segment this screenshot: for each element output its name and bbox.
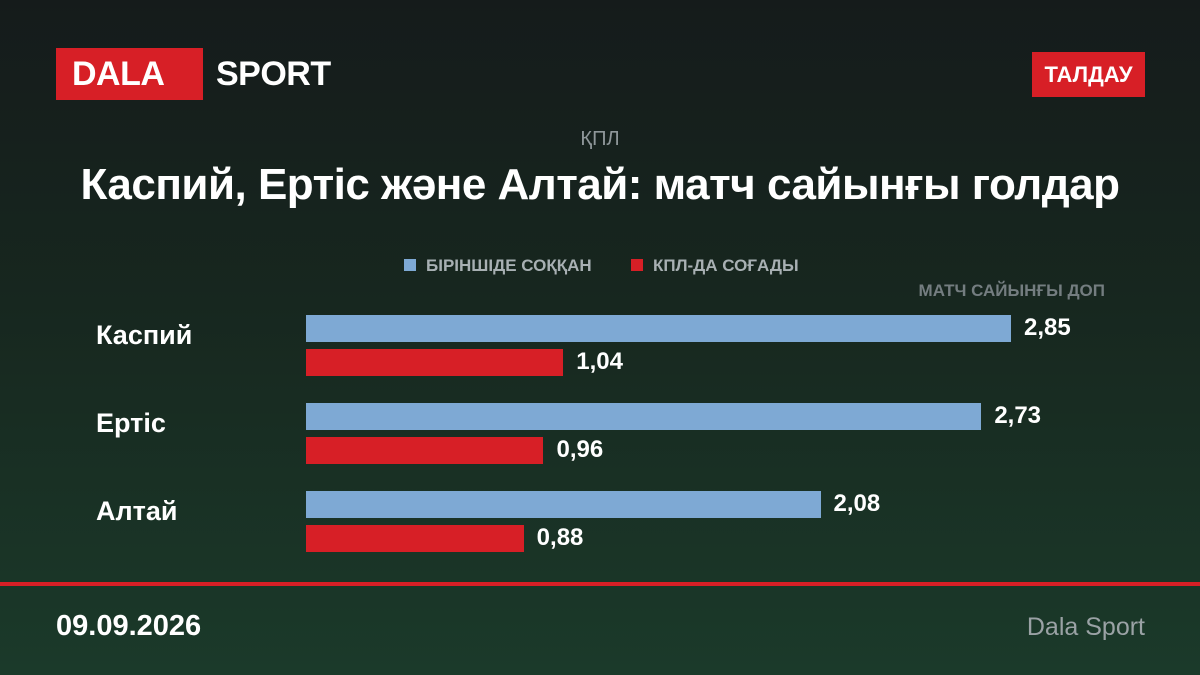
unit-label: МАТЧ САЙЫНҒЫ ДОП — [918, 281, 1105, 300]
category-label: Ертіс — [96, 408, 166, 438]
bar-conceded — [306, 437, 544, 464]
legend-item-conceded: КПЛ-ДА СОҒАДЫ — [631, 256, 799, 280]
chart-title: Каспий, Ертіс және Алтай: матч сайынғы г… — [80, 160, 1121, 209]
bar-value-label: 0,88 — [536, 524, 584, 551]
bar-scored — [306, 491, 821, 518]
legend-label-conceded: КПЛ-ДА СОҒАДЫ — [653, 256, 799, 275]
bar-value-label: 2,85 — [1024, 314, 1071, 341]
logo-sport: SPORT — [216, 55, 331, 93]
bar-scored — [306, 315, 1011, 342]
bar-conceded — [306, 525, 524, 552]
logo-dala: DALA — [56, 48, 203, 100]
legend-label-scored: БІРІНШІДЕ СОҚҚАН — [426, 256, 592, 275]
legend-swatch-red — [631, 258, 643, 271]
bar-value-label: 1,04 — [576, 348, 623, 375]
chart-kicker: ҚПЛ — [580, 128, 620, 150]
footer-source: Dala Sport — [1026, 613, 1145, 641]
category-label: Алтай — [96, 496, 178, 526]
bar-conceded — [306, 349, 564, 376]
bar-value-label: 2,08 — [833, 490, 881, 517]
footer-divider — [0, 582, 1200, 586]
bar-scored — [306, 403, 982, 430]
footer-date: 09.09.2026 — [56, 610, 202, 642]
category-tag: ТАЛДАУ — [1032, 52, 1145, 97]
bar-value-label: 0,96 — [556, 436, 604, 463]
legend-item-scored: БІРІНШІДЕ СОҚҚАН — [404, 256, 592, 280]
bar-value-label: 2,73 — [994, 402, 1042, 429]
legend-swatch-blue — [404, 258, 416, 271]
category-label: Каспий — [96, 320, 193, 350]
